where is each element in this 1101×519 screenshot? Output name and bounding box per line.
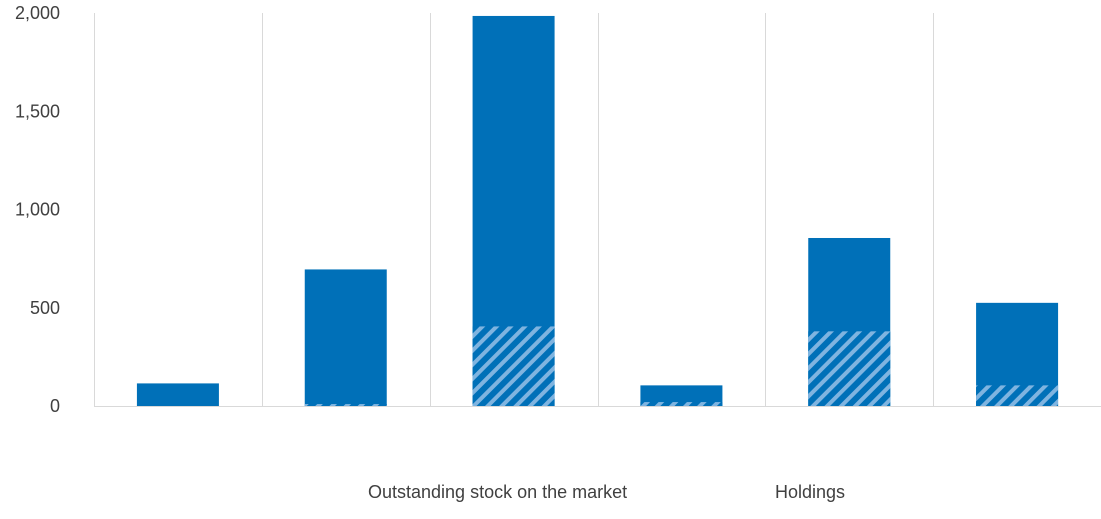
gridlines: [95, 13, 1101, 406]
y-tick-label: 0: [50, 396, 60, 416]
legend-swatch-holdings: [759, 485, 769, 495]
y-tick-label: 500: [30, 298, 60, 318]
legend-label-outstanding-stock: Outstanding stock on the market: [368, 482, 627, 502]
bar-outstanding-stock: [137, 383, 219, 406]
legend-swatch-outstanding-stock: [352, 485, 362, 495]
legend: Outstanding stock on the market Holdings: [352, 482, 845, 502]
y-axis: 0 500 1,000 1,500 2,000: [15, 3, 60, 416]
bar-holdings: [640, 402, 722, 406]
bars: [137, 16, 1058, 406]
y-tick-label: 2,000: [15, 3, 60, 23]
bar-holdings: [808, 331, 890, 406]
bar-holdings: [473, 326, 555, 406]
y-tick-label: 1,500: [15, 101, 60, 121]
y-tick-label: 1,000: [15, 200, 60, 220]
bar-holdings: [305, 404, 387, 406]
legend-label-holdings: Holdings: [775, 482, 845, 502]
bar-holdings: [976, 385, 1058, 406]
bar-outstanding-stock: [305, 269, 387, 406]
